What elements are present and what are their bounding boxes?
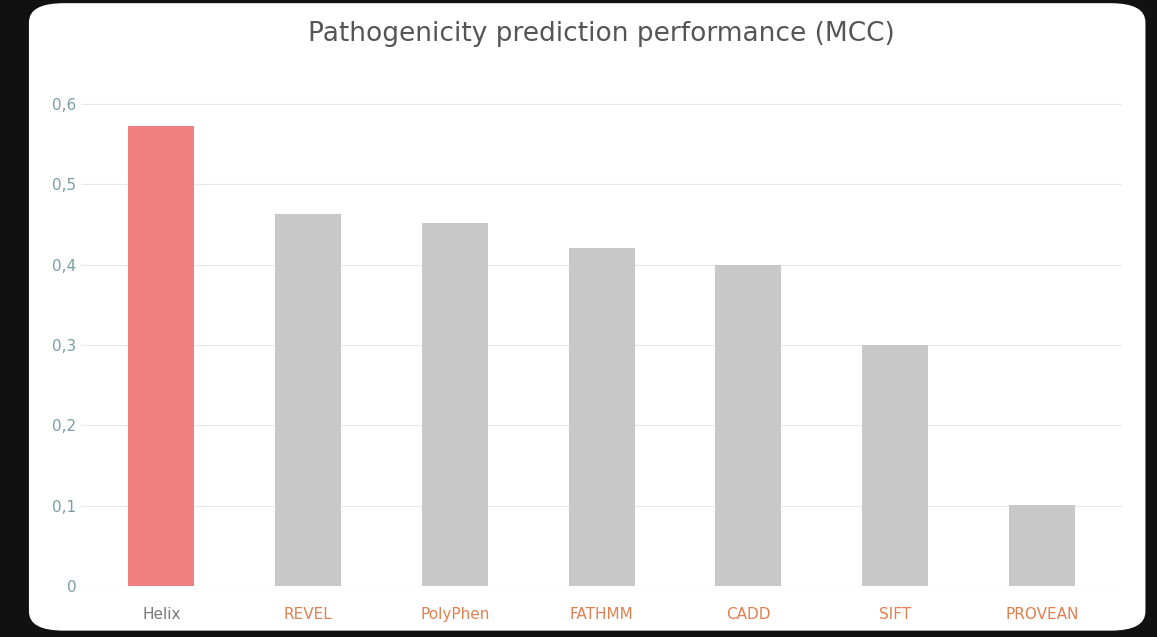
Bar: [128, 126, 194, 586]
Text: Helix: Helix: [142, 607, 180, 622]
Text: PolyPhen: PolyPhen: [420, 607, 489, 622]
Text: FATHMM: FATHMM: [569, 607, 634, 622]
Bar: [862, 345, 928, 586]
Bar: [715, 264, 781, 586]
Text: REVEL: REVEL: [283, 607, 332, 622]
Text: CADD: CADD: [727, 607, 771, 622]
Bar: [275, 214, 341, 586]
Bar: [422, 223, 488, 586]
Text: PROVEAN: PROVEAN: [1005, 607, 1078, 622]
Text: SIFT: SIFT: [879, 607, 912, 622]
Bar: [568, 248, 635, 586]
Title: Pathogenicity prediction performance (MCC): Pathogenicity prediction performance (MC…: [308, 22, 896, 48]
Bar: [1009, 505, 1075, 586]
